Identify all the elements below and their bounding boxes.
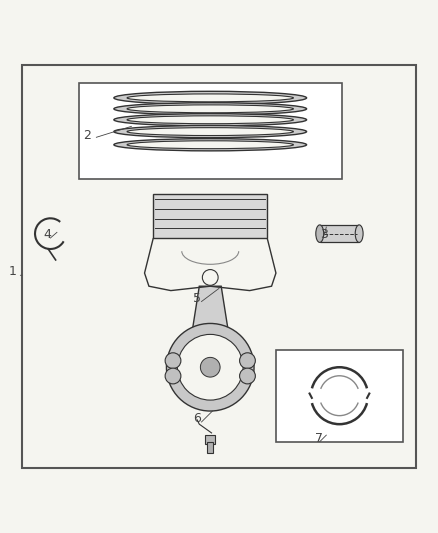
Text: 1: 1 xyxy=(9,265,17,278)
Bar xyxy=(320,225,359,243)
Circle shape xyxy=(165,368,181,384)
Ellipse shape xyxy=(114,125,307,138)
Ellipse shape xyxy=(127,105,293,113)
Text: 3: 3 xyxy=(320,228,328,241)
Circle shape xyxy=(240,353,255,368)
Ellipse shape xyxy=(316,225,324,243)
Polygon shape xyxy=(193,286,228,350)
Ellipse shape xyxy=(114,114,307,126)
Ellipse shape xyxy=(114,139,307,151)
Circle shape xyxy=(177,334,243,400)
Ellipse shape xyxy=(114,91,307,104)
Text: 5: 5 xyxy=(193,292,201,304)
Bar xyxy=(79,83,342,179)
Bar xyxy=(153,194,267,238)
Text: 4: 4 xyxy=(44,228,52,241)
Bar xyxy=(205,435,215,444)
Circle shape xyxy=(240,368,255,384)
Ellipse shape xyxy=(114,103,307,115)
Bar xyxy=(207,442,213,453)
Text: 2: 2 xyxy=(83,130,91,142)
Circle shape xyxy=(166,324,254,411)
Ellipse shape xyxy=(127,141,293,149)
Text: 7: 7 xyxy=(315,432,323,445)
Circle shape xyxy=(165,353,181,368)
Ellipse shape xyxy=(127,94,293,102)
Circle shape xyxy=(202,270,218,285)
Text: 6: 6 xyxy=(193,412,201,425)
Ellipse shape xyxy=(127,128,293,135)
Circle shape xyxy=(200,358,220,377)
Bar xyxy=(276,350,403,442)
Ellipse shape xyxy=(127,116,293,124)
Ellipse shape xyxy=(355,225,363,243)
